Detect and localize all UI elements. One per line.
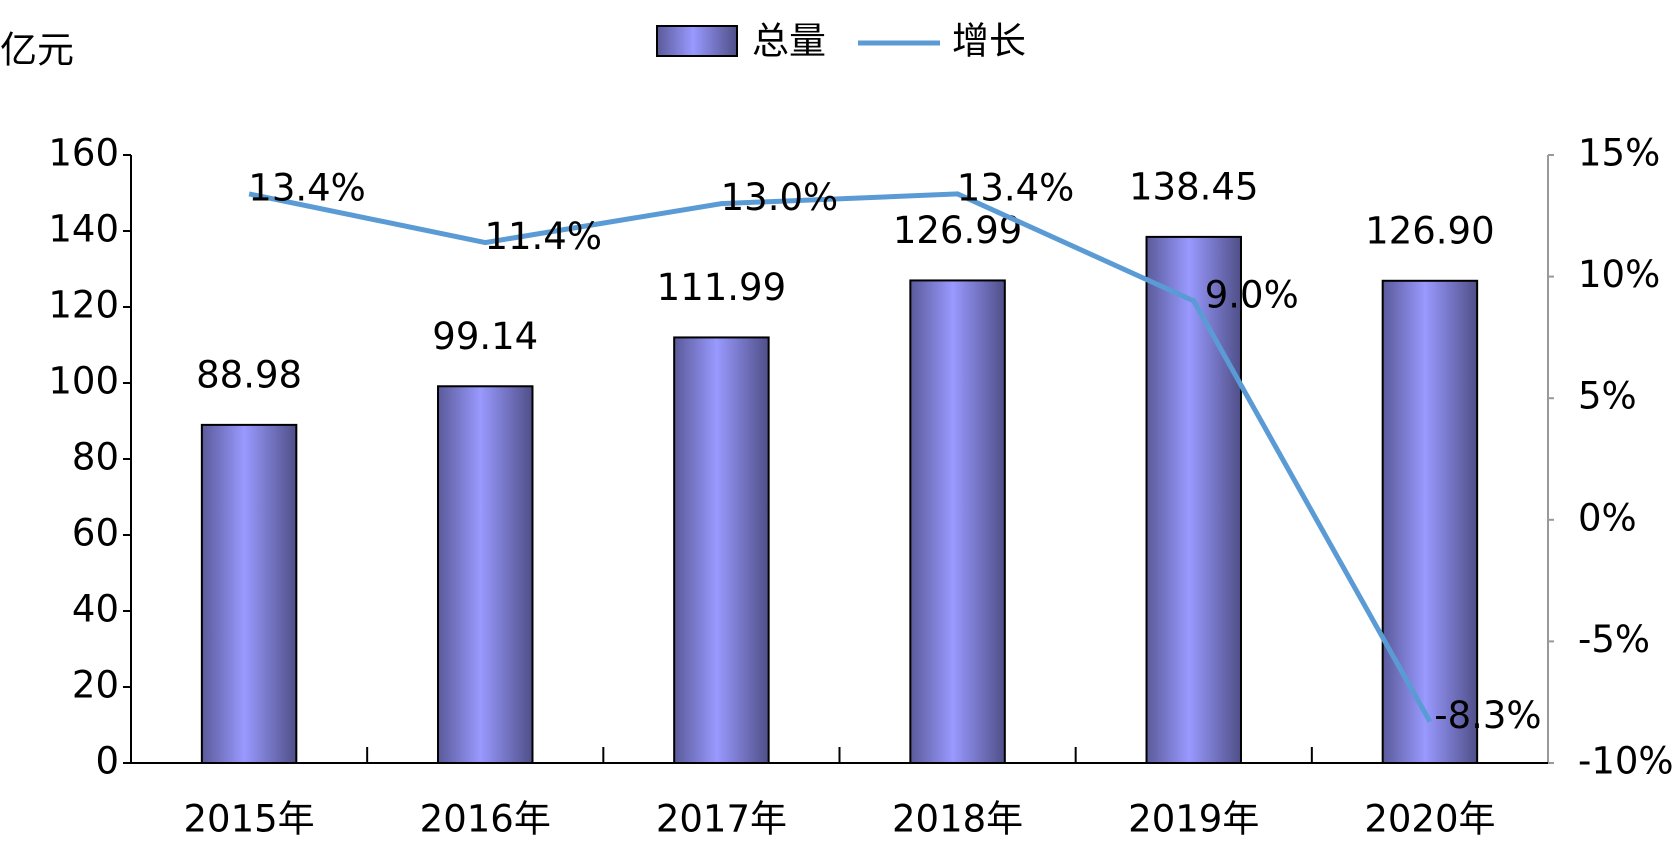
bar	[437, 385, 534, 764]
x-tick-label: 2016年	[420, 798, 551, 841]
line-value-label: -8.3%	[1434, 694, 1541, 737]
bar	[200, 423, 298, 764]
x-tick-label: 2020年	[1364, 798, 1495, 841]
y-tick-label: 160	[48, 132, 119, 175]
line-value-label: 11.4%	[484, 215, 602, 258]
y-tick-label: 120	[48, 284, 119, 327]
line-value-label: 13.4%	[248, 166, 366, 209]
bar	[1381, 279, 1479, 764]
y2-tick-label: -10%	[1578, 740, 1674, 783]
y2-tick-label: 0%	[1578, 496, 1637, 539]
bar-value-label: 126.90	[1365, 209, 1494, 252]
line-value-label: 13.4%	[957, 166, 1075, 209]
y-tick-label: 60	[72, 512, 119, 555]
x-tick-label: 2015年	[183, 798, 314, 841]
y-tick-label: 140	[48, 208, 119, 251]
line-value-label: 13.0%	[721, 176, 839, 219]
bar-value-label: 99.14	[432, 315, 538, 358]
y2-tick-label: -5%	[1578, 618, 1650, 661]
bar	[673, 336, 770, 764]
line-value-label: 9.0%	[1205, 273, 1299, 316]
bar	[909, 279, 1006, 764]
legend-label: 增长	[952, 20, 1026, 63]
x-tick-label: 2019年	[1128, 798, 1259, 841]
x-tick-label: 2018年	[892, 798, 1023, 841]
y-tick-label: 20	[72, 664, 119, 707]
y-tick-label: 80	[72, 436, 119, 479]
y2-tick-label: 10%	[1578, 253, 1660, 296]
y-tick-label: 40	[72, 588, 119, 631]
y-axis-label: 亿元	[0, 29, 74, 72]
y2-tick-label: 15%	[1578, 132, 1660, 175]
bar	[1145, 235, 1242, 764]
x-tick-label: 2017年	[656, 798, 787, 841]
y-tick-label: 100	[48, 360, 119, 403]
bar-value-label: 88.98	[196, 353, 302, 396]
line	[248, 191, 1433, 723]
y-tick-label: 0	[95, 740, 119, 783]
bar-value-label: 138.45	[1129, 165, 1258, 208]
legend-swatch	[656, 25, 738, 57]
legend-label: 总量	[752, 20, 826, 63]
y2-tick-label: 5%	[1578, 375, 1637, 418]
bar-value-label: 111.99	[657, 266, 786, 309]
